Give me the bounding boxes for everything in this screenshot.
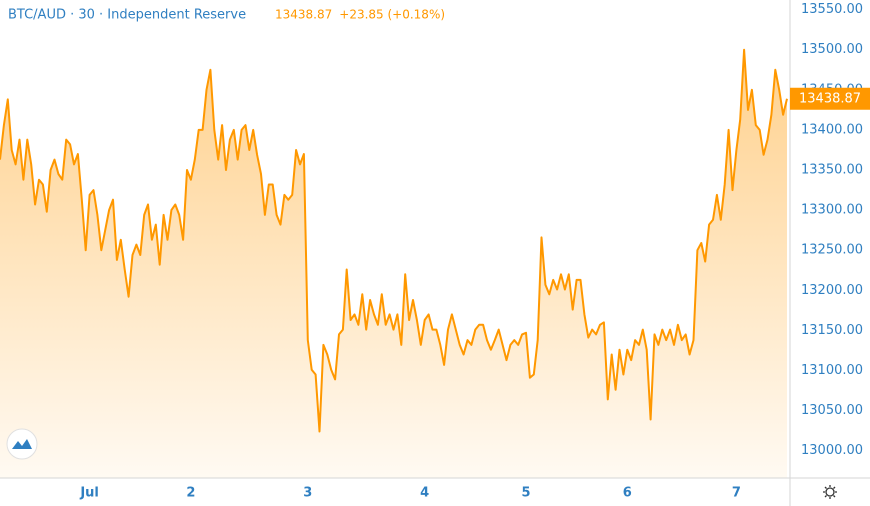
y-tick-label: 13100.00: [801, 363, 863, 378]
y-tick-label: 13250.00: [801, 243, 863, 258]
price-change: +23.85 (+0.18%): [339, 8, 445, 22]
logo-circle[interactable]: [6, 428, 38, 460]
x-tick-label: 4: [420, 486, 429, 501]
gear-teeth[interactable]: [823, 485, 837, 499]
price-tag-label: 13438.87: [799, 91, 861, 106]
price-tag: [790, 87, 870, 110]
y-tick-label: 13550.00: [801, 2, 863, 17]
plot-area: [0, 48, 788, 478]
y-tick-label: 13150.00: [801, 323, 863, 338]
price-line: [0, 48, 788, 433]
y-tick-label: 13000.00: [801, 443, 863, 458]
y-tick-label: 13400.00: [801, 122, 863, 137]
y-tick-label: 13300.00: [801, 203, 863, 218]
x-tick-label: 2: [186, 486, 195, 501]
x-tick-label: Jul: [79, 486, 99, 501]
x-tick-label: 5: [521, 486, 530, 501]
x-tick-label: 7: [732, 486, 741, 501]
y-tick-label: 13500.00: [801, 42, 863, 57]
gear-core[interactable]: [825, 487, 835, 497]
area-fill: [0, 49, 787, 478]
settings-icon[interactable]: [823, 485, 837, 499]
y-tick-label: 13350.00: [801, 163, 863, 178]
x-tick-label: 6: [623, 486, 632, 501]
x-tick-label: 3: [303, 486, 312, 501]
y-tick-label: 13050.00: [801, 403, 863, 418]
y-tick-label: 13200.00: [801, 283, 863, 298]
last-price: 13438.87: [275, 8, 332, 22]
logo-shape[interactable]: [12, 439, 32, 449]
symbol-title: BTC/AUD · 30 · Independent Reserve: [8, 8, 246, 23]
logo[interactable]: [6, 428, 38, 460]
